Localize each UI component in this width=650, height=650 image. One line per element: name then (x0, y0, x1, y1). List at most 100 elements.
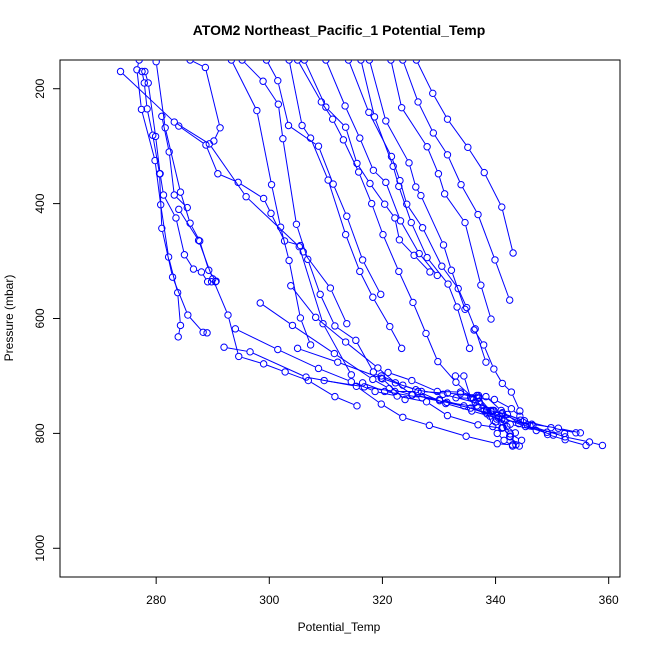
data-point (367, 199, 376, 208)
data-point (314, 142, 323, 150)
data-point (493, 440, 501, 448)
series-segment (485, 175, 501, 205)
data-point (343, 212, 351, 220)
series-segment (442, 401, 468, 408)
data-point (380, 200, 389, 208)
data-point (158, 224, 166, 233)
series-19 (399, 60, 514, 304)
x-tick-label: 300 (259, 593, 279, 607)
series-segment (357, 343, 373, 370)
data-point (377, 290, 385, 299)
series-segment (478, 217, 495, 257)
series-segment (371, 186, 384, 202)
series-segment (497, 423, 500, 426)
data-point (500, 436, 508, 444)
series-segment (271, 188, 281, 224)
series-segment (504, 430, 509, 435)
series-2 (138, 67, 211, 337)
data-point (554, 424, 563, 432)
data-point (205, 140, 214, 148)
data-point (329, 180, 337, 188)
series-10 (262, 60, 385, 299)
data-point (512, 441, 520, 449)
data-point (274, 100, 283, 108)
series-segment (181, 127, 204, 144)
series-segment (264, 201, 270, 211)
series-segment (417, 189, 420, 193)
data-point (503, 410, 512, 419)
series-segment (308, 262, 320, 292)
series-segment (262, 304, 290, 324)
series-17 (365, 60, 469, 314)
series-segment (281, 230, 289, 258)
data-point (463, 303, 471, 312)
series-segment (449, 121, 467, 145)
data-point (322, 60, 330, 64)
series-segment (416, 257, 428, 270)
data-point (377, 372, 385, 380)
data-point (135, 60, 143, 64)
data-point (423, 143, 431, 151)
series-segment (244, 62, 261, 80)
series-segment (469, 150, 483, 170)
data-point (197, 268, 206, 276)
series-segment (384, 376, 400, 385)
data-point (498, 415, 506, 423)
data-point (324, 176, 332, 184)
data-point (353, 402, 361, 410)
series-1 (133, 60, 185, 341)
data-point (474, 394, 483, 403)
series-segment (550, 435, 562, 440)
series-segment (484, 348, 493, 366)
series-segment (349, 63, 369, 110)
data-point (447, 266, 456, 274)
data-point (152, 60, 160, 66)
series-segment (205, 70, 220, 125)
series-segment (347, 219, 362, 257)
data-point (267, 180, 276, 189)
x-tick-label: 360 (599, 593, 619, 607)
data-point (408, 376, 416, 385)
data-point (407, 218, 415, 227)
series-segment (374, 300, 389, 324)
series-segment (429, 403, 445, 415)
data-point (444, 280, 452, 288)
series-segment (406, 385, 419, 391)
data-point (320, 376, 328, 385)
data-point (516, 412, 524, 420)
series-segment (137, 63, 139, 67)
data-point (116, 67, 125, 76)
series-segment (162, 231, 173, 274)
series-segment (506, 441, 510, 445)
series-segment (210, 146, 245, 195)
series-34 (456, 390, 590, 450)
series-segment (288, 372, 306, 380)
series-segment (180, 212, 198, 238)
series-segment (169, 155, 175, 192)
data-point (256, 299, 264, 307)
data-point (482, 358, 490, 366)
data-point (370, 113, 379, 121)
series-segment (148, 86, 156, 133)
data-point (382, 178, 390, 187)
series-segment (337, 327, 354, 339)
data-point (451, 372, 460, 380)
data-point (343, 319, 351, 328)
data-point (143, 105, 151, 113)
data-point (231, 325, 240, 333)
series-segment (481, 288, 491, 316)
data-point (341, 102, 349, 110)
data-point (189, 265, 198, 273)
series-segment (482, 398, 491, 400)
series-segment (459, 291, 466, 305)
data-point (439, 241, 448, 249)
data-point (399, 381, 407, 389)
series-segment (363, 262, 380, 292)
series-segment (319, 149, 333, 181)
data-point (506, 432, 514, 440)
data-point (443, 115, 452, 123)
series-38 (489, 406, 520, 449)
series-segment (465, 225, 481, 282)
series-segment (512, 395, 519, 408)
series-25 (256, 299, 540, 435)
